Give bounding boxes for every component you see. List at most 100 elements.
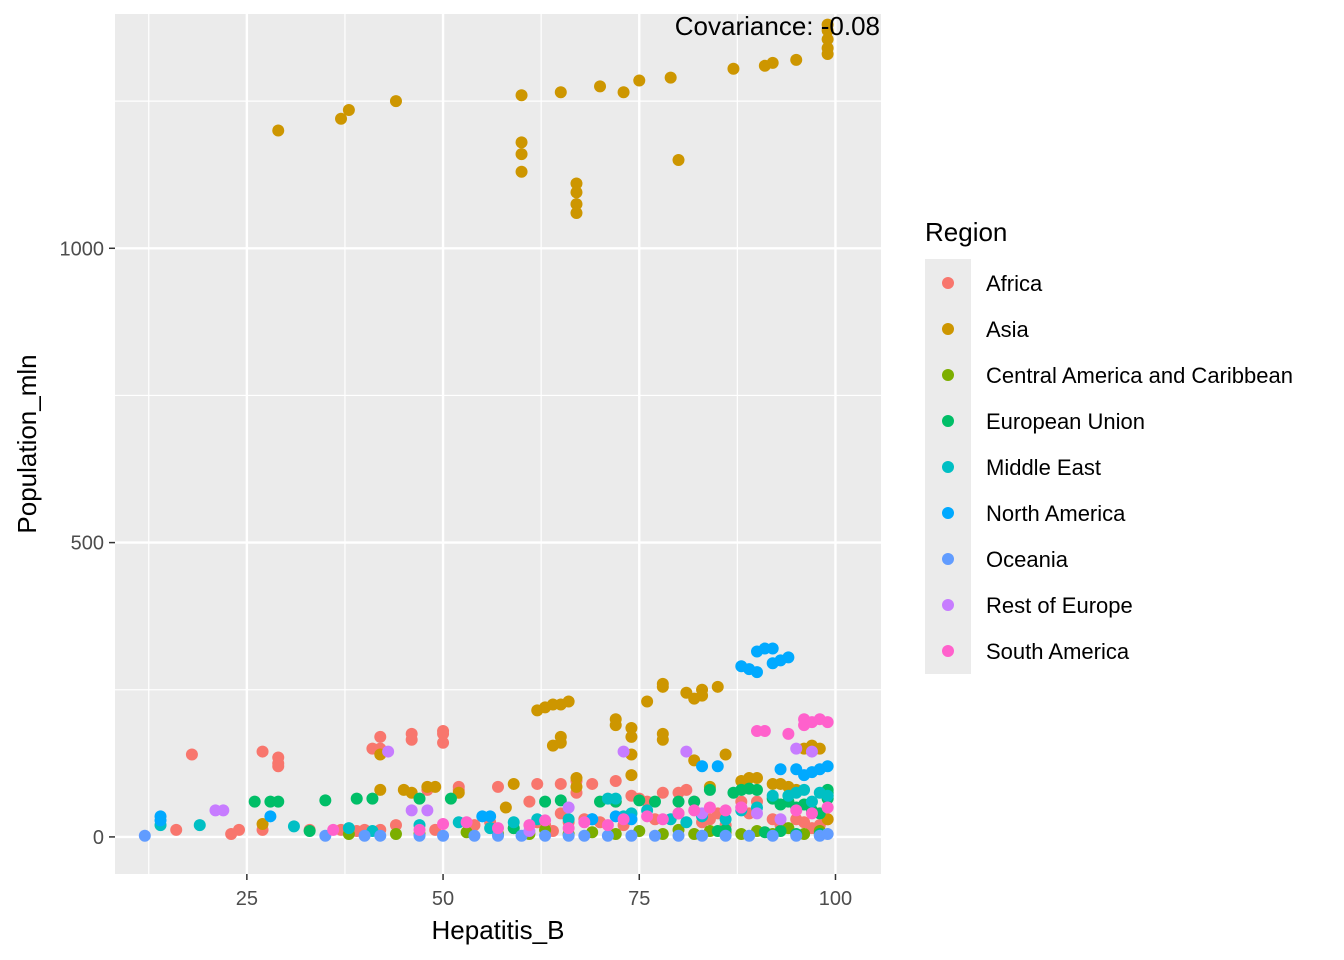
legend-key bbox=[942, 645, 954, 657]
legend-key bbox=[942, 599, 954, 611]
data-point bbox=[601, 819, 614, 832]
data-point bbox=[405, 727, 418, 740]
data-point bbox=[750, 666, 763, 679]
data-point bbox=[492, 780, 504, 793]
data-point bbox=[680, 816, 693, 829]
data-point bbox=[562, 822, 575, 835]
data-point bbox=[790, 742, 803, 755]
data-point bbox=[303, 825, 316, 838]
data-point bbox=[609, 719, 622, 732]
legend-item: South America bbox=[942, 639, 1130, 664]
data-point bbox=[256, 745, 269, 758]
data-point bbox=[680, 783, 693, 796]
data-point bbox=[656, 733, 669, 746]
data-point bbox=[711, 680, 724, 693]
data-point bbox=[719, 804, 732, 817]
data-point bbox=[389, 95, 402, 108]
legend-key bbox=[942, 553, 954, 565]
data-point bbox=[272, 124, 285, 137]
data-point bbox=[633, 74, 646, 87]
data-point bbox=[672, 829, 685, 842]
data-point bbox=[617, 86, 630, 99]
data-point bbox=[719, 829, 732, 842]
data-point bbox=[342, 822, 355, 835]
data-point bbox=[507, 777, 520, 790]
data-points bbox=[138, 18, 834, 842]
data-point bbox=[554, 736, 567, 749]
data-point bbox=[539, 795, 552, 808]
data-point bbox=[578, 829, 591, 842]
data-point bbox=[821, 33, 834, 46]
data-point bbox=[790, 53, 803, 66]
data-point bbox=[515, 136, 528, 149]
legend-item: Oceania bbox=[942, 547, 1069, 572]
data-point bbox=[798, 783, 811, 796]
legend-key bbox=[942, 415, 954, 427]
data-point bbox=[492, 822, 504, 835]
legend-label: North America bbox=[986, 501, 1126, 526]
data-point bbox=[743, 829, 756, 842]
x-tick-label: 50 bbox=[432, 888, 454, 910]
data-point bbox=[233, 823, 246, 836]
data-point bbox=[382, 745, 395, 758]
data-point bbox=[358, 829, 371, 842]
series-south-america bbox=[327, 713, 834, 836]
y-axis-ticks: 0 500 1000 bbox=[60, 238, 115, 849]
data-point bbox=[138, 829, 151, 842]
data-point bbox=[735, 801, 748, 814]
data-point bbox=[389, 819, 402, 832]
data-point bbox=[570, 780, 583, 793]
data-point bbox=[648, 829, 661, 842]
data-point bbox=[484, 810, 497, 823]
data-point bbox=[766, 642, 779, 655]
legend-label: Africa bbox=[986, 271, 1043, 296]
data-point bbox=[405, 804, 418, 817]
data-point bbox=[641, 695, 654, 708]
data-point bbox=[688, 804, 701, 817]
data-point bbox=[374, 783, 387, 796]
data-point bbox=[539, 814, 552, 827]
data-point bbox=[217, 804, 230, 817]
data-point bbox=[437, 829, 450, 842]
plot-panel bbox=[115, 14, 881, 874]
data-point bbox=[562, 695, 575, 708]
data-point bbox=[609, 792, 622, 805]
data-point bbox=[774, 813, 787, 826]
data-point bbox=[790, 829, 803, 842]
data-point bbox=[672, 795, 685, 808]
data-point bbox=[374, 730, 387, 743]
data-point bbox=[656, 813, 669, 826]
data-point bbox=[727, 62, 740, 75]
legend-item: Asia bbox=[942, 317, 1030, 342]
data-point bbox=[696, 829, 709, 842]
legend-key bbox=[942, 369, 954, 381]
data-point bbox=[625, 730, 638, 743]
data-point bbox=[664, 71, 677, 84]
data-point bbox=[774, 763, 787, 776]
series-rest-of-europe bbox=[209, 742, 818, 838]
data-point bbox=[437, 727, 450, 740]
x-axis-ticks: 25 50 75 100 bbox=[236, 874, 852, 910]
data-point bbox=[531, 777, 544, 790]
data-point bbox=[366, 792, 379, 805]
data-point bbox=[821, 760, 834, 773]
data-point bbox=[766, 829, 779, 842]
data-point bbox=[625, 722, 638, 735]
legend-title: Region bbox=[925, 217, 1007, 247]
data-point bbox=[374, 829, 387, 842]
data-point bbox=[185, 748, 198, 761]
data-point bbox=[389, 827, 402, 840]
legend-label: South America bbox=[986, 639, 1130, 664]
legend-key bbox=[942, 461, 954, 473]
data-point bbox=[421, 804, 434, 817]
data-point bbox=[758, 724, 771, 737]
legend-label: Rest of Europe bbox=[986, 593, 1133, 618]
data-point bbox=[570, 206, 583, 219]
data-point bbox=[570, 177, 583, 190]
data-point bbox=[264, 810, 277, 823]
data-point bbox=[805, 795, 818, 808]
data-point bbox=[750, 772, 763, 785]
data-point bbox=[719, 813, 732, 826]
data-point bbox=[617, 813, 630, 826]
data-point bbox=[327, 823, 340, 836]
